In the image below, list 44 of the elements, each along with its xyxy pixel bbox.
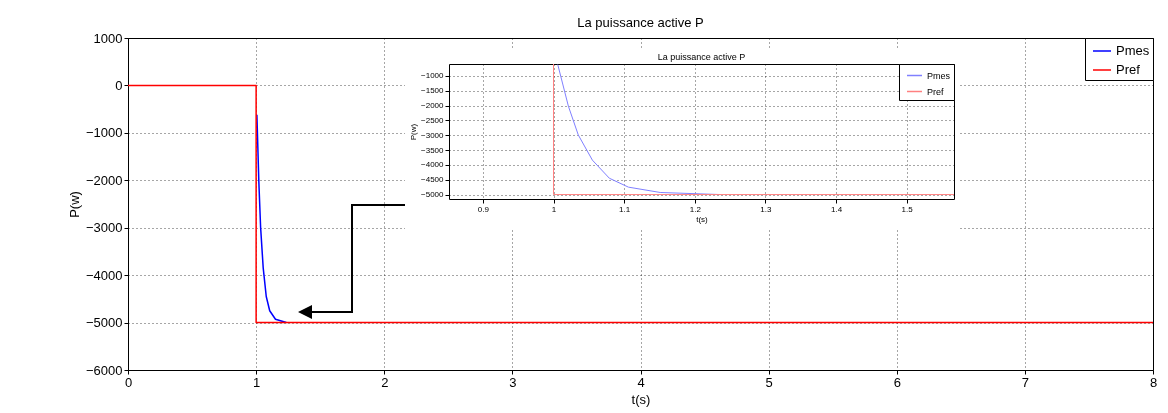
y-tick-label: −1000 xyxy=(85,125,123,141)
legend-label: Pref xyxy=(927,86,945,97)
y-tick-label: −2000 xyxy=(85,172,123,188)
x-tick-label: 1.3 xyxy=(760,204,773,214)
x-tick-label: 5 xyxy=(765,374,773,390)
x-tick-label: 1 xyxy=(551,204,557,214)
y-axis-title: P(w) xyxy=(409,123,419,141)
y-axis-title: P(w) xyxy=(66,191,82,218)
y-tick-label: −4000 xyxy=(85,267,123,283)
y-tick-label: −4500 xyxy=(421,175,445,185)
legend-label: Pmes xyxy=(927,70,951,81)
x-tick-label: 4 xyxy=(637,374,645,390)
y-tick-label: −4000 xyxy=(421,160,445,170)
y-tick-label: −2500 xyxy=(421,115,445,125)
y-tick-label: −2000 xyxy=(421,101,445,111)
y-tick-label: 1000 xyxy=(93,30,123,46)
y-tick-label: −3000 xyxy=(85,220,123,236)
chart-title: La puissance active P xyxy=(577,15,704,30)
y-tick-label: −6000 xyxy=(85,362,123,378)
x-tick-label: 2 xyxy=(381,374,389,390)
x-tick-label: 1.4 xyxy=(830,204,843,214)
x-axis-title: t(s) xyxy=(696,215,709,225)
y-tick-label: −3000 xyxy=(421,130,445,140)
chart-title: La puissance active P xyxy=(657,51,746,62)
x-tick-label: 1.2 xyxy=(689,204,702,214)
x-tick-label: 0.9 xyxy=(477,204,490,214)
x-axis-title: t(s) xyxy=(631,391,651,407)
x-tick-label: 3 xyxy=(509,374,517,390)
x-tick-label: 6 xyxy=(893,374,901,390)
x-tick-label: 7 xyxy=(1021,374,1029,390)
x-tick-label: 8 xyxy=(1149,374,1158,390)
y-tick-label: −1000 xyxy=(421,71,445,81)
y-tick-label: −5000 xyxy=(85,315,123,331)
x-tick-label: 1.5 xyxy=(901,204,914,214)
legend-label: Pmes xyxy=(1116,43,1150,58)
legend-label: Pref xyxy=(1116,62,1141,77)
x-tick-label: 1 xyxy=(253,374,261,390)
y-tick-label: −1500 xyxy=(421,86,445,96)
line-series xyxy=(256,114,288,324)
x-tick-label: 0 xyxy=(124,374,133,390)
y-tick-label: 0 xyxy=(115,77,123,93)
x-tick-label: 1.1 xyxy=(619,204,631,214)
y-tick-label: −3500 xyxy=(421,145,445,155)
y-tick-label: −5000 xyxy=(421,190,445,200)
